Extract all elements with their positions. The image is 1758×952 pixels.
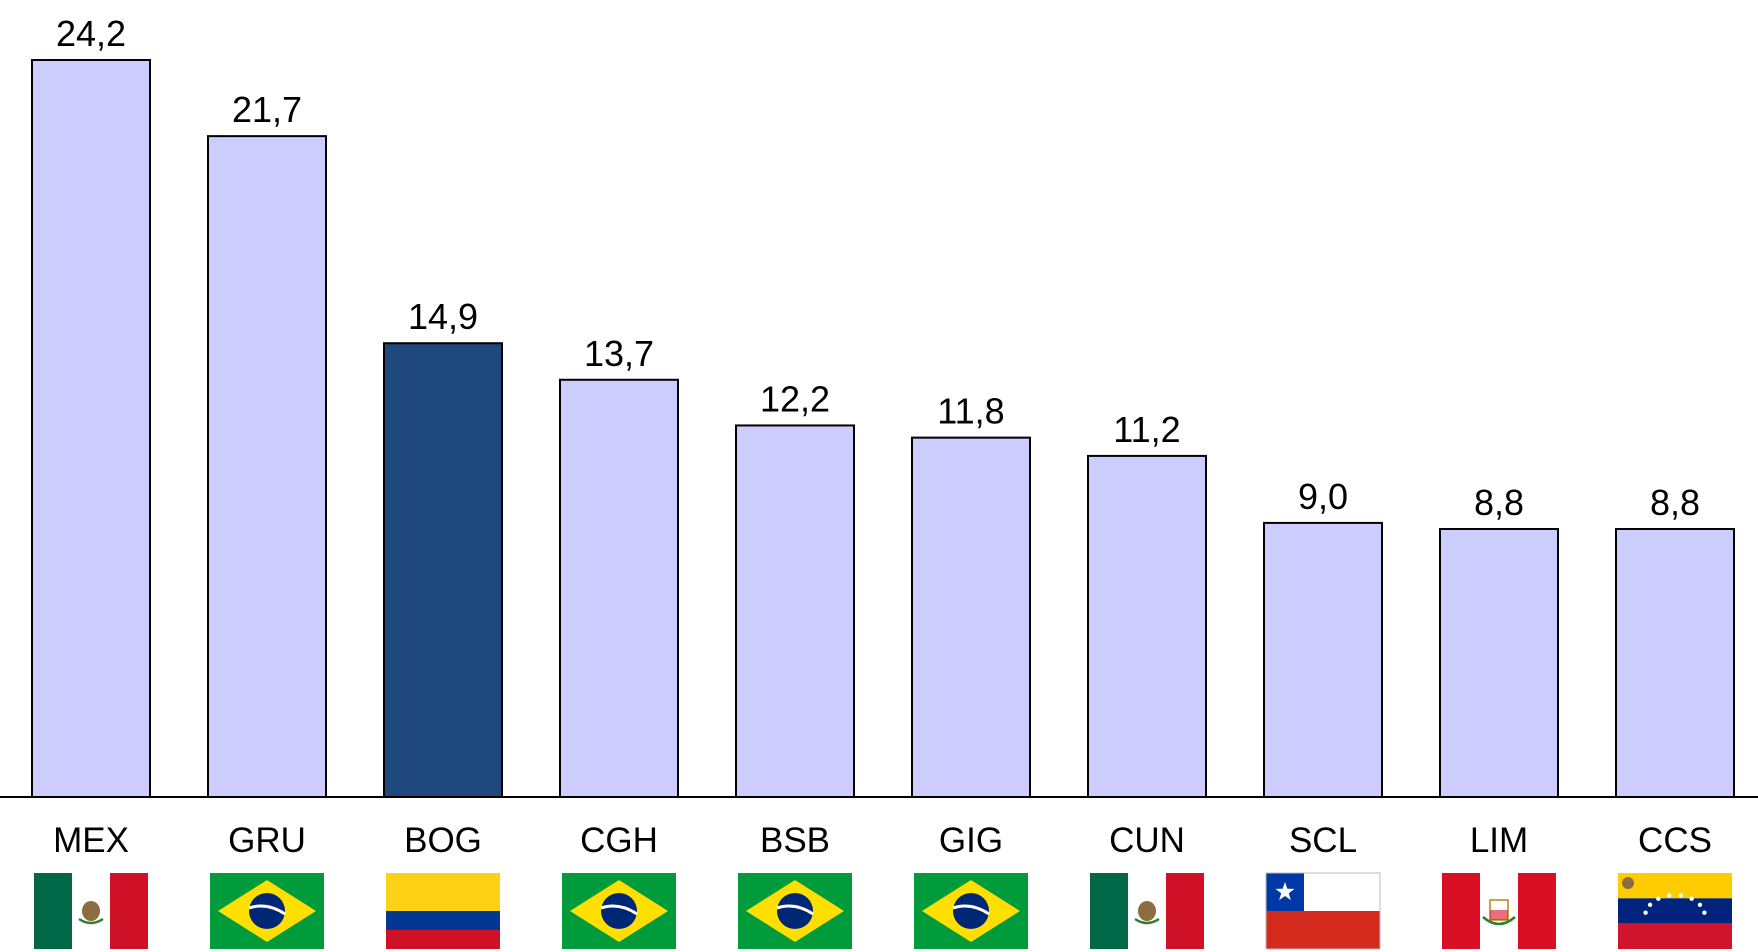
bar-mex (31, 59, 151, 798)
bar-cgh (559, 378, 679, 798)
bar-gig (911, 436, 1031, 798)
bar-cun (1087, 454, 1207, 798)
tick-label-cun: CUN (1109, 821, 1185, 860)
tick-label-gru: GRU (228, 821, 306, 860)
value-label-cgh: 13,7 (584, 333, 654, 374)
tick-label-gig: GIG (939, 821, 1003, 860)
bar-bog (383, 342, 503, 798)
tick-label-cgh: CGH (580, 821, 658, 860)
value-label-lim: 8,8 (1474, 482, 1524, 523)
value-label-cun: 11,2 (1113, 409, 1180, 450)
peru-flag-icon-lim (1442, 873, 1556, 949)
mexico-flag-icon-cun (1090, 873, 1204, 949)
value-label-gig: 11,8 (937, 391, 1004, 432)
tick-label-ccs: CCS (1638, 821, 1712, 860)
chile-flag-icon-scl (1265, 872, 1381, 950)
country-flags (34, 872, 1732, 950)
value-label-ccs: 8,8 (1650, 482, 1700, 523)
value-label-gru: 21,7 (232, 89, 302, 130)
bar-gru (207, 135, 327, 799)
colombia-flag-icon-bog (386, 873, 500, 949)
brazil-flag-icon-gru (210, 873, 324, 949)
bar-bsb (735, 424, 855, 798)
bar-lim (1439, 528, 1559, 798)
value-label-scl: 9,0 (1298, 476, 1348, 517)
bar-scl (1263, 521, 1383, 799)
tick-label-bsb: BSB (760, 821, 830, 860)
brazil-flag-icon-cgh (562, 873, 676, 949)
venezuela-flag-icon-ccs (1618, 873, 1732, 949)
bar-ccs (1615, 528, 1735, 798)
brazil-flag-icon-gig (914, 873, 1028, 949)
mexico-flag-icon-mex (34, 873, 148, 949)
bars (31, 59, 1735, 799)
tick-label-scl: SCL (1289, 821, 1357, 860)
value-label-mex: 24,2 (56, 13, 126, 54)
value-label-bog: 14,9 (408, 296, 478, 337)
tick-label-mex: MEX (53, 821, 129, 860)
value-label-bsb: 12,2 (760, 378, 830, 419)
brazil-flag-icon-bsb (738, 873, 852, 949)
value-labels: 24,2 21,7 14,9 13,7 12,2 11,8 11,2 9,0 8,8 8,8 (56, 13, 1700, 523)
x-tick-labels: MEX GRU BOG CGH BSB GIG CUN SCL LIM CCS (53, 821, 1712, 860)
tick-label-bog: BOG (404, 821, 482, 860)
tick-label-lim: LIM (1470, 821, 1528, 860)
